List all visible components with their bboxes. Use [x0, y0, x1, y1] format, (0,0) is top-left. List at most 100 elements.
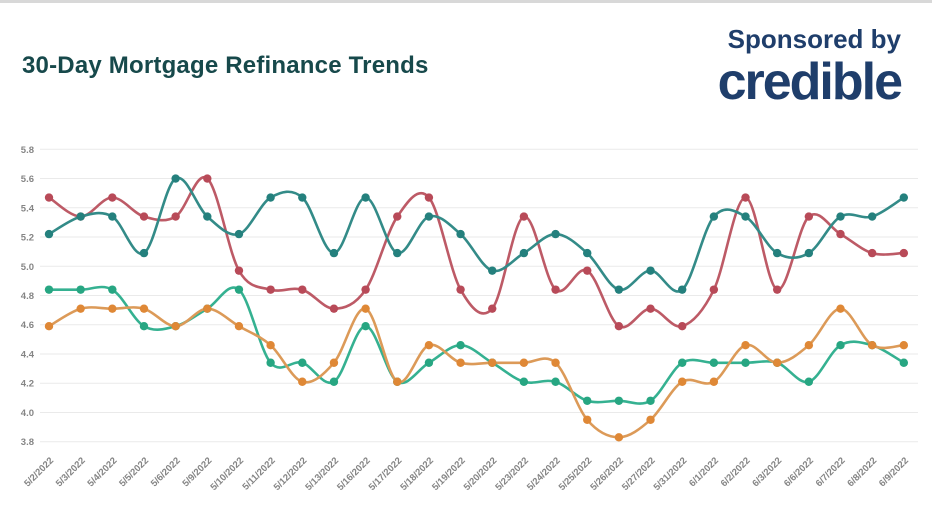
- data-point-teal: [203, 212, 212, 221]
- data-point-teal: [361, 193, 370, 202]
- data-point-teal: [171, 174, 180, 183]
- data-point-green: [741, 358, 750, 367]
- data-point-green: [266, 358, 275, 367]
- data-point-red: [519, 212, 529, 221]
- data-point-teal: [646, 266, 655, 275]
- x-axis-tick-label: 6/3/2022: [750, 455, 784, 489]
- data-point-red: [171, 212, 180, 221]
- x-axis-tick-label: 5/6/2022: [149, 455, 183, 489]
- data-point-red: [583, 266, 592, 275]
- data-point-green: [646, 396, 655, 405]
- data-point-teal: [772, 248, 782, 258]
- x-axis-tick-label: 5/31/2022: [652, 455, 690, 493]
- x-axis-tick-label: 6/2/2022: [719, 455, 753, 489]
- series-points-teal: [44, 174, 909, 294]
- data-point-green: [108, 285, 117, 294]
- data-point-green: [424, 358, 434, 367]
- data-point-orange: [614, 433, 624, 442]
- data-point-red: [424, 193, 434, 202]
- x-axis-labels: 5/2/20225/3/20225/4/20225/5/20225/6/2022…: [22, 455, 911, 493]
- x-axis-tick-label: 5/24/2022: [525, 455, 563, 493]
- data-point-red: [139, 212, 149, 221]
- x-axis-tick-label: 5/12/2022: [272, 455, 310, 493]
- data-point-teal: [44, 229, 54, 239]
- series-line-green: [47, 285, 906, 405]
- data-point-green: [836, 341, 845, 350]
- data-point-teal: [519, 248, 529, 258]
- data-point-red: [646, 304, 655, 313]
- series-points-red: [44, 174, 909, 331]
- data-point-red: [298, 285, 307, 294]
- data-point-orange: [519, 358, 529, 367]
- y-axis-tick-label: 4.4: [21, 349, 35, 360]
- grid-lines: [40, 148, 918, 443]
- data-point-green: [456, 341, 465, 350]
- x-axis-tick-label: 5/27/2022: [620, 455, 658, 493]
- data-point-orange: [139, 304, 149, 313]
- x-axis-tick-label: 6/9/2022: [877, 455, 911, 489]
- data-point-teal: [488, 266, 497, 275]
- data-point-green: [329, 377, 339, 386]
- data-point-teal: [108, 212, 117, 221]
- data-point-green: [361, 322, 370, 331]
- data-point-red: [867, 248, 877, 258]
- y-axis-tick-label: 4.2: [21, 379, 34, 390]
- data-point-orange: [772, 358, 782, 367]
- x-axis-tick-label: 5/18/2022: [398, 455, 436, 493]
- data-point-orange: [76, 304, 85, 313]
- data-point-green: [583, 396, 592, 405]
- data-point-teal: [741, 212, 750, 221]
- data-point-orange: [361, 304, 370, 313]
- data-point-green: [551, 377, 560, 386]
- x-axis-tick-label: 6/8/2022: [845, 455, 879, 489]
- sponsored-by-label: Sponsored by: [727, 24, 901, 54]
- data-point-teal: [551, 229, 560, 239]
- data-point-orange: [203, 304, 212, 313]
- data-point-red: [551, 285, 560, 294]
- data-point-red: [709, 285, 719, 294]
- data-point-orange: [678, 377, 687, 386]
- data-point-orange: [171, 322, 180, 331]
- data-point-orange: [551, 358, 560, 367]
- y-axis-tick-label: 3.8: [21, 437, 34, 448]
- data-point-orange: [266, 341, 275, 350]
- data-point-orange: [234, 322, 244, 331]
- data-point-teal: [234, 229, 244, 239]
- data-point-red: [678, 322, 687, 331]
- y-axis-tick-label: 5.0: [21, 262, 34, 273]
- data-point-orange: [488, 358, 497, 367]
- x-axis-tick-label: 5/2/2022: [22, 455, 56, 489]
- y-axis-tick-label: 4.8: [21, 291, 34, 302]
- page-title: 30-Day Mortgage Refinance Trends: [22, 52, 429, 79]
- data-point-green: [899, 358, 909, 367]
- data-point-teal: [139, 248, 149, 258]
- data-point-teal: [76, 212, 85, 221]
- y-axis-tick-label: 5.4: [21, 203, 35, 214]
- y-axis-tick-label: 4.6: [21, 320, 34, 331]
- y-axis-tick-label: 5.2: [21, 233, 34, 244]
- data-point-teal: [836, 212, 845, 221]
- data-point-teal: [804, 248, 814, 258]
- series-points-orange: [44, 304, 909, 442]
- data-point-green: [76, 285, 85, 294]
- series-line-teal: [47, 176, 906, 293]
- data-point-red: [234, 266, 244, 275]
- data-point-green: [44, 285, 54, 294]
- data-point-green: [804, 377, 814, 386]
- data-point-orange: [456, 358, 465, 367]
- x-axis-tick-label: 5/13/2022: [303, 455, 341, 493]
- data-point-orange: [709, 377, 719, 386]
- data-point-red: [804, 212, 814, 221]
- data-point-orange: [44, 322, 54, 331]
- data-point-green: [519, 377, 529, 386]
- data-point-orange: [329, 358, 339, 367]
- sponsor-block: Sponsored by credible: [718, 24, 903, 110]
- data-point-green: [678, 358, 687, 367]
- data-point-teal: [899, 193, 909, 202]
- data-point-teal: [867, 212, 877, 221]
- data-point-teal: [329, 248, 339, 258]
- data-point-orange: [424, 341, 434, 350]
- data-point-orange: [741, 341, 750, 350]
